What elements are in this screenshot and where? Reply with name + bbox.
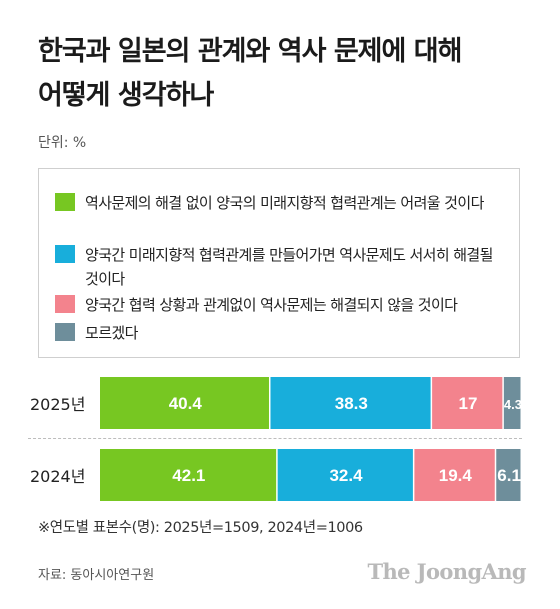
bar-segment [100, 377, 269, 429]
legend: 역사문제의 해결 없이 양국의 미래지향적 협력관계는 어려울 것이다 양국간 … [38, 168, 520, 358]
legend-item: 모르겠다 [55, 321, 505, 345]
sample-size-note: ※연도별 표본수(명): 2025년=1509, 2024년=1006 [38, 520, 363, 536]
legend-item: 양국간 협력 상황과 관계없이 역사문제는 해결되지 않을 것이다 [55, 293, 505, 317]
chart-title: 한국과 일본의 관계와 역사 문제에 대해 어떻게 생각하나 [38, 36, 462, 111]
legend-swatch [55, 193, 75, 211]
source-label: 자료: 동아시아연구원 [38, 568, 155, 583]
bar-segment [270, 377, 431, 429]
bar-value-label: 17 [459, 394, 478, 413]
legend-swatch [55, 323, 75, 341]
legend-label: 모르겠다 [85, 324, 138, 342]
unit-label: 단위: % [38, 135, 87, 151]
bar-segment [100, 449, 277, 501]
bar-value-label: 32.4 [329, 466, 363, 485]
legend-label: 역사문제의 해결 없이 양국의 미래지향적 협력관계는 어려울 것이다 [85, 194, 484, 212]
category-label-2024: 2024년 [30, 467, 86, 486]
brand-logo: The JoongAng [367, 559, 526, 584]
bar-value-label: 38.3 [335, 394, 368, 413]
bar-segment [414, 449, 495, 501]
legend-swatch [55, 295, 75, 313]
legend-label: 양국간 협력 상황과 관계없이 역사문제는 해결되지 않을 것이다 [85, 296, 458, 314]
bar-value-label: 19.4 [439, 466, 473, 485]
bar-segment [432, 377, 503, 429]
legend-item: 양국간 미래지향적 협력관계를 만들어가면 역사문제도 서서히 해결될 것이다 [55, 243, 505, 291]
legend-item: 역사문제의 해결 없이 양국의 미래지향적 협력관계는 어려울 것이다 [55, 191, 505, 215]
bar-segment [277, 449, 413, 501]
bar-segment [496, 449, 521, 501]
row-divider [28, 438, 522, 439]
legend-label: 양국간 미래지향적 협력관계를 만들어가면 역사문제도 서서히 해결될 것이다 [85, 246, 493, 288]
bar-value-label: 40.4 [169, 394, 203, 413]
bar-value-label: 4.3 [504, 397, 522, 412]
bar-value-label: 6.1 [497, 466, 521, 485]
legend-swatch [55, 245, 75, 263]
bar-value-label: 42.1 [172, 466, 205, 485]
category-label-2025: 2025년 [30, 395, 86, 414]
bar-segment [503, 377, 521, 429]
